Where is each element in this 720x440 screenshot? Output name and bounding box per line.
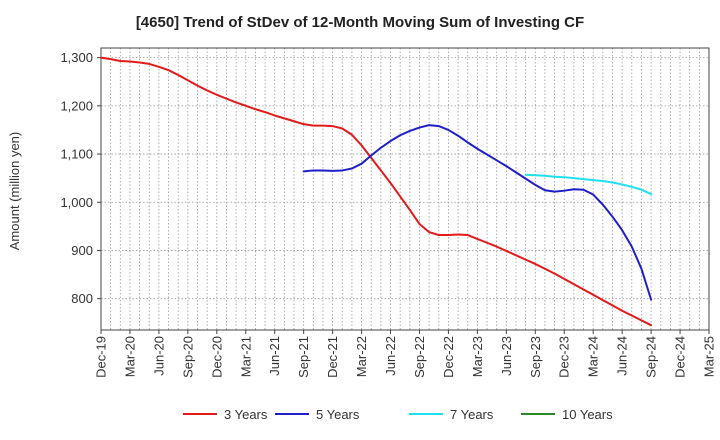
- legend: 3 Years 5 Years 7 Years 10 Years: [183, 407, 613, 422]
- legend-label-5-years: 5 Years: [316, 407, 360, 422]
- y-tick-label: 900: [71, 243, 93, 258]
- legend-label-7-years: 7 Years: [450, 407, 494, 422]
- x-tick-label: Mar-21: [238, 336, 253, 377]
- x-tick-label: Sep-21: [296, 336, 311, 378]
- y-tick-label: 1,300: [60, 50, 93, 65]
- x-tick-label: Dec-20: [209, 336, 224, 378]
- x-tick-label: Jun-24: [615, 336, 630, 376]
- x-tick-label: Mar-22: [354, 336, 369, 377]
- x-tick-label: Mar-25: [702, 336, 717, 377]
- grid-layer: [100, 48, 710, 330]
- x-tick-label: Jun-21: [267, 336, 282, 376]
- plot-frame: [100, 47, 710, 331]
- y-tick-label: 1,100: [60, 147, 93, 162]
- plot-background: [101, 48, 709, 330]
- legend-label-3-years: 3 Years: [224, 407, 268, 422]
- x-tick-label: Jun-23: [499, 336, 514, 376]
- x-tick-label: Mar-23: [470, 336, 485, 377]
- series-line-3-years: [100, 56, 653, 327]
- x-tick-label: Jun-20: [151, 336, 166, 376]
- series-layer: [100, 56, 653, 327]
- x-tick-label: Dec-19: [94, 336, 109, 378]
- y-tick-label: 1,200: [60, 98, 93, 113]
- x-tick-label: Sep-23: [528, 336, 543, 378]
- series-line-5-years: [302, 124, 653, 301]
- x-tick-label: Mar-24: [586, 336, 601, 377]
- x-tick-label: Jun-22: [383, 336, 398, 376]
- series-line-7-years: [524, 173, 653, 196]
- legend-label-10-years: 10 Years: [562, 407, 613, 422]
- x-tick-label: Sep-24: [644, 336, 659, 378]
- x-tick-label: Dec-23: [557, 336, 572, 378]
- x-tick-label: Dec-22: [441, 336, 456, 378]
- x-tick-label: Sep-22: [412, 336, 427, 378]
- x-tick-label: Mar-20: [122, 336, 137, 377]
- y-tick-label: 1,000: [60, 195, 93, 210]
- axis-layer: 800 900 1,000 1,100 1,200 1,300 Dec-19 Mar-20 Ju…: [7, 47, 717, 378]
- chart-title: [4650] Trend of StDev of 12-Month Moving…: [135, 14, 585, 31]
- y-axis-title: Amount (million yen): [7, 132, 22, 251]
- x-tick-label: Dec-24: [673, 336, 688, 378]
- x-tick-label: Dec-21: [325, 336, 340, 378]
- y-tick-label: 800: [71, 291, 93, 306]
- x-tick-label: Sep-20: [180, 336, 195, 378]
